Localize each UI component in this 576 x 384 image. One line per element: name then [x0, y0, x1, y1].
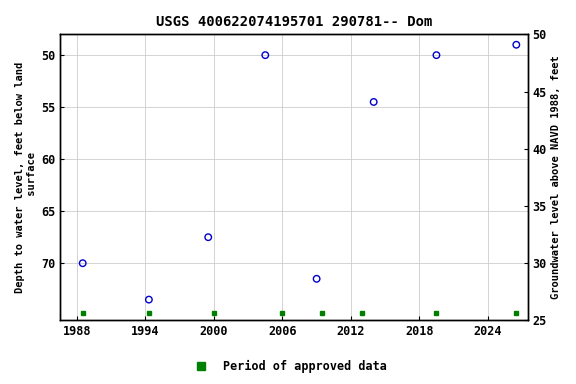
Y-axis label: Depth to water level, feet below land
 surface: Depth to water level, feet below land su…: [15, 62, 37, 293]
Point: [312, 276, 321, 282]
Point: [369, 99, 378, 105]
Point: [432, 52, 441, 58]
Point: [144, 296, 153, 303]
Point: [261, 52, 270, 58]
Point: [78, 260, 88, 266]
Point: [203, 234, 213, 240]
Point: [511, 42, 521, 48]
Y-axis label: Groundwater level above NAVD 1988, feet: Groundwater level above NAVD 1988, feet: [551, 56, 561, 299]
Title: USGS 400622074195701 290781-- Dom: USGS 400622074195701 290781-- Dom: [156, 15, 432, 29]
Legend: Period of approved data: Period of approved data: [185, 356, 391, 378]
